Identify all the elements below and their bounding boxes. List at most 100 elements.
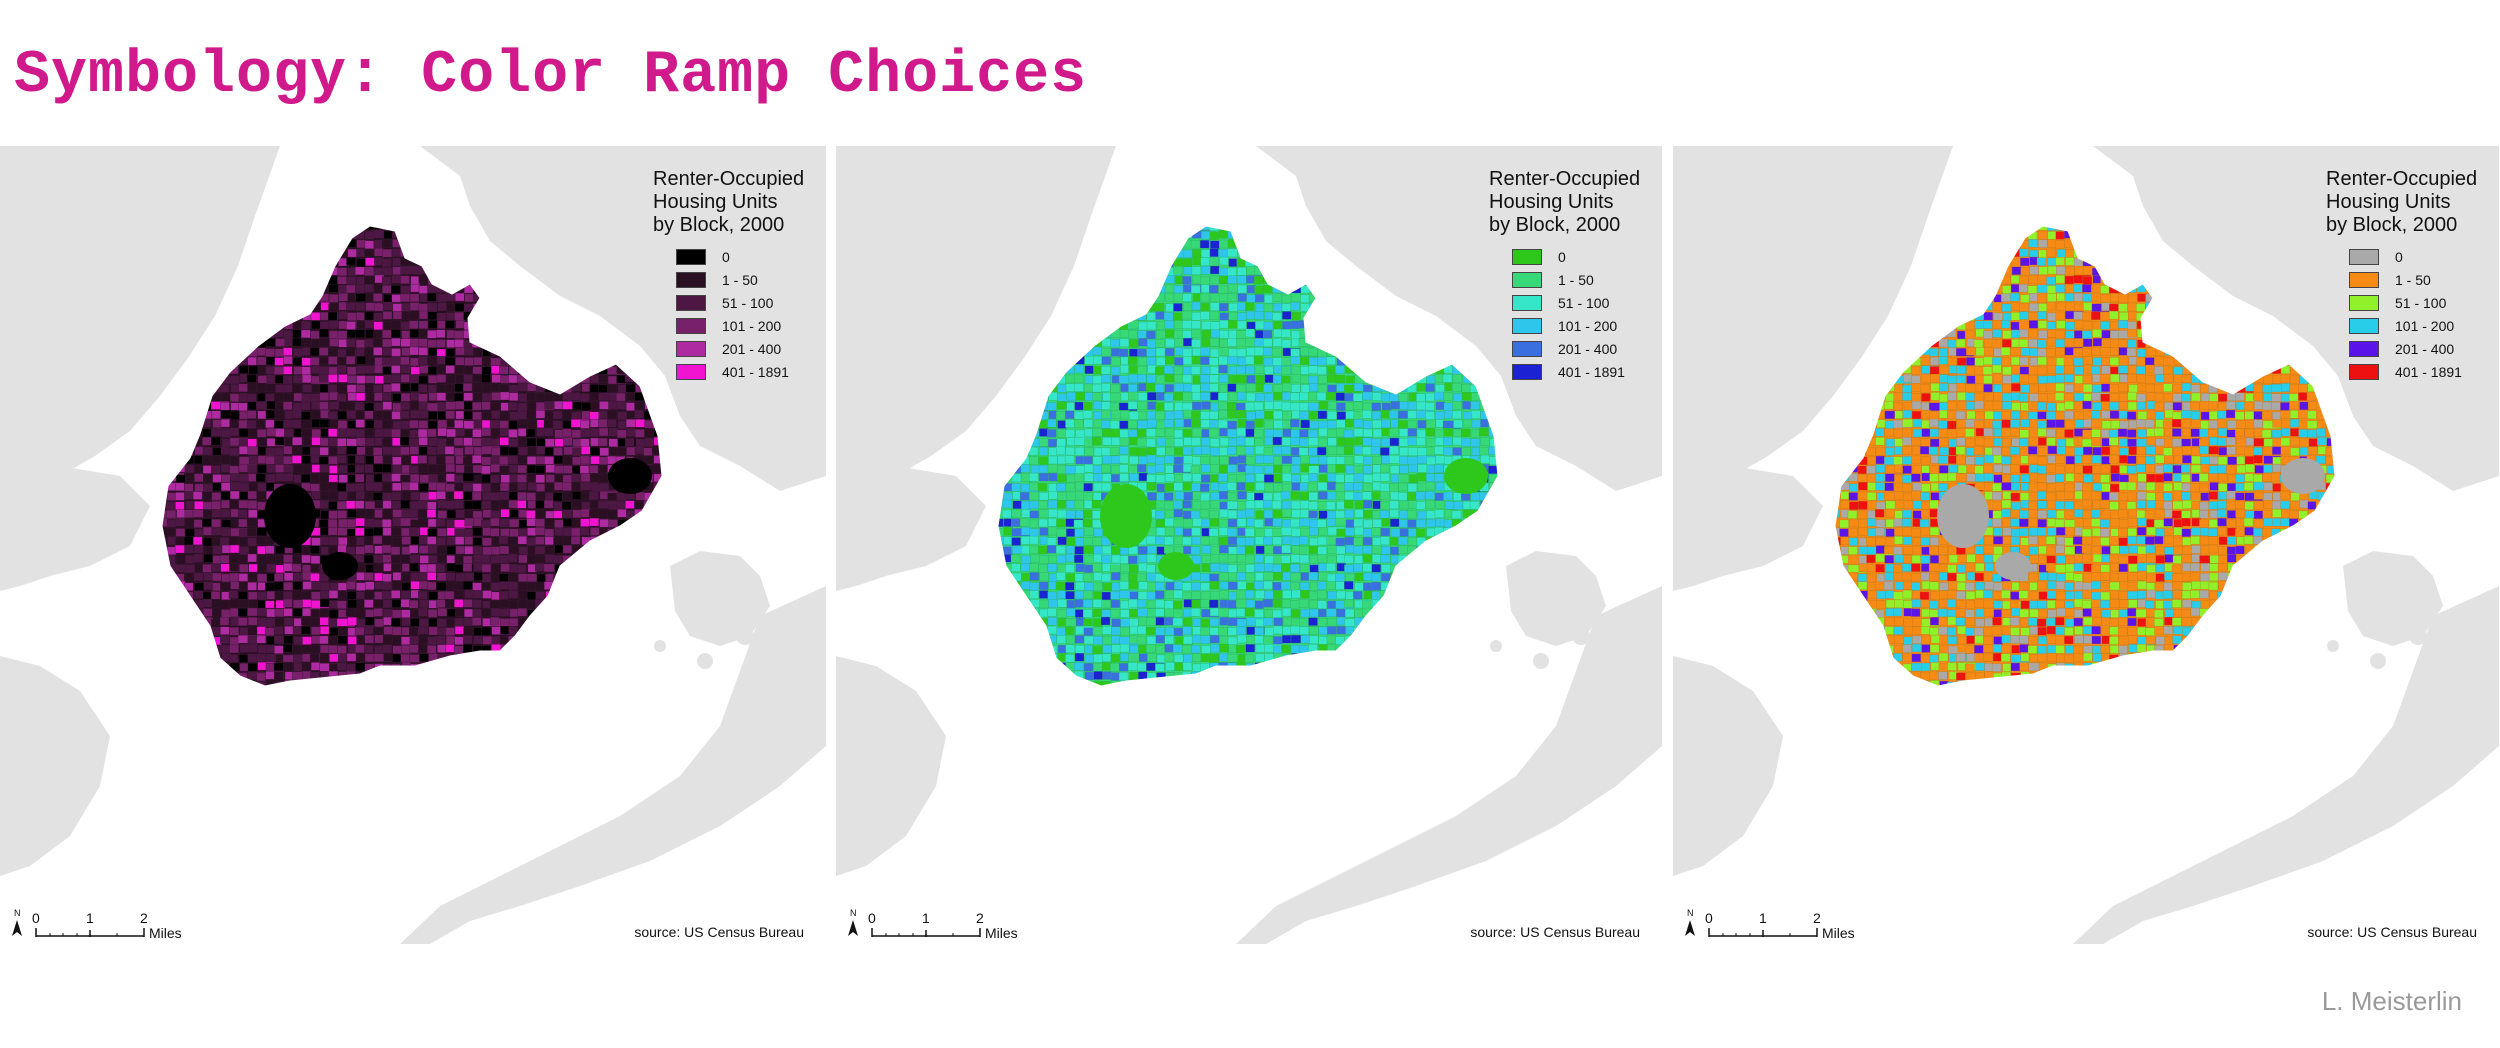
- north-arrow-icon: [848, 920, 858, 936]
- legend-item: 1 - 50: [1512, 268, 1659, 291]
- legend-swatch: [1512, 294, 1542, 311]
- scale-bar-graphic: [848, 920, 981, 937]
- legend-item: 51 - 100: [676, 291, 823, 314]
- map-panel-purple[interactable]: Renter-Occupied Housing Units by Block, …: [0, 146, 826, 944]
- map-legend: Renter-Occupied Housing Units by Block, …: [1489, 168, 1659, 383]
- legend-label: 101 - 200: [1558, 317, 1618, 334]
- slide-title: Symbology: Color Ramp Choices: [14, 42, 1088, 110]
- map-panel-multicolor[interactable]: Renter-Occupied Housing Units by Block, …: [1673, 146, 2499, 944]
- legend-item: 51 - 100: [2349, 291, 2496, 314]
- scale-units: Miles: [985, 925, 1018, 941]
- legend-title-line: Housing Units: [653, 191, 778, 213]
- legend-items: 0 1 - 50 51 - 100 101 - 200 201 - 400 40…: [676, 245, 823, 383]
- legend-item: 101 - 200: [676, 314, 823, 337]
- scale-bar-graphic: [1685, 920, 1818, 937]
- legend-item: 1 - 50: [676, 268, 823, 291]
- scale-bar: N 0 1 2 Miles: [1683, 906, 1873, 940]
- legend-swatch: [2349, 294, 2379, 311]
- legend-label: 201 - 400: [1558, 340, 1618, 357]
- legend-items: 0 1 - 50 51 - 100 101 - 200 201 - 400 40…: [1512, 245, 1659, 383]
- legend-title: Renter-Occupied Housing Units by Block, …: [1489, 168, 1659, 237]
- legend-label: 401 - 1891: [2395, 363, 2462, 380]
- legend-swatch: [2349, 317, 2379, 334]
- legend-label: 101 - 200: [722, 317, 782, 334]
- scale-units: Miles: [149, 925, 182, 941]
- scale-label-0: 0: [868, 910, 876, 926]
- legend-title-line: Renter-Occupied: [1489, 168, 1641, 190]
- map-panel-green-blue[interactable]: Renter-Occupied Housing Units by Block, …: [836, 146, 1662, 944]
- legend-swatch: [676, 363, 706, 380]
- legend-title-line: Housing Units: [1489, 191, 1614, 213]
- legend-label: 1 - 50: [2395, 271, 2431, 288]
- legend-label: 1 - 50: [722, 271, 758, 288]
- scale-bar-graphic: [12, 920, 145, 937]
- scale-label-2: 2: [140, 910, 148, 926]
- north-arrow-label: N: [1687, 908, 1694, 918]
- legend-label: 401 - 1891: [1558, 363, 1625, 380]
- legend-swatch: [1512, 271, 1542, 288]
- legend-label: 0: [722, 248, 730, 265]
- legend-item: 0: [2349, 245, 2496, 268]
- legend-swatch: [676, 317, 706, 334]
- scale-bar: N 0 1 2 Miles: [846, 906, 1036, 940]
- source-credit: source: US Census Bureau: [2307, 924, 2477, 940]
- map-legend: Renter-Occupied Housing Units by Block, …: [2326, 168, 2496, 383]
- legend-swatch: [1512, 363, 1542, 380]
- legend-swatch: [1512, 317, 1542, 334]
- north-arrow-label: N: [14, 908, 21, 918]
- map-canvas[interactable]: [836, 146, 1662, 944]
- north-arrow-icon: [12, 920, 22, 936]
- legend-item: 101 - 200: [2349, 314, 2496, 337]
- legend-swatch: [2349, 271, 2379, 288]
- legend-item: 401 - 1891: [1512, 360, 1659, 383]
- legend-label: 101 - 200: [2395, 317, 2455, 334]
- legend-swatch: [676, 271, 706, 288]
- legend-item: 401 - 1891: [2349, 360, 2496, 383]
- legend-swatch: [2349, 248, 2379, 265]
- map-legend: Renter-Occupied Housing Units by Block, …: [653, 168, 823, 383]
- legend-item: 0: [1512, 245, 1659, 268]
- legend-item: 101 - 200: [1512, 314, 1659, 337]
- legend-title-line: Housing Units: [2326, 191, 2451, 213]
- legend-title-line: by Block, 2000: [2326, 214, 2458, 236]
- legend-item: 201 - 400: [1512, 337, 1659, 360]
- legend-swatch: [676, 294, 706, 311]
- legend-item: 1 - 50: [2349, 268, 2496, 291]
- legend-label: 201 - 400: [722, 340, 782, 357]
- legend-label: 1 - 50: [1558, 271, 1594, 288]
- legend-label: 401 - 1891: [722, 363, 789, 380]
- legend-item: 201 - 400: [676, 337, 823, 360]
- north-arrow-label: N: [850, 908, 857, 918]
- north-arrow-icon: [1685, 920, 1695, 936]
- legend-title-line: by Block, 2000: [1489, 214, 1621, 236]
- legend-title: Renter-Occupied Housing Units by Block, …: [653, 168, 823, 237]
- source-credit: source: US Census Bureau: [1470, 924, 1640, 940]
- scale-label-0: 0: [32, 910, 40, 926]
- legend-swatch: [676, 340, 706, 357]
- legend-title-line: Renter-Occupied: [2326, 168, 2478, 190]
- scale-label-1: 1: [922, 910, 930, 926]
- legend-label: 201 - 400: [2395, 340, 2455, 357]
- source-credit: source: US Census Bureau: [634, 924, 804, 940]
- legend-title-line: by Block, 2000: [653, 214, 785, 236]
- legend-label: 51 - 100: [722, 294, 774, 311]
- scale-label-1: 1: [86, 910, 94, 926]
- legend-label: 51 - 100: [1558, 294, 1610, 311]
- scale-label-2: 2: [1813, 910, 1821, 926]
- author-credit: L. Meisterlin: [2321, 986, 2462, 1016]
- legend-swatch: [676, 248, 706, 265]
- scale-label-1: 1: [1759, 910, 1767, 926]
- legend-item: 51 - 100: [1512, 291, 1659, 314]
- scale-units: Miles: [1822, 925, 1855, 941]
- legend-label: 51 - 100: [2395, 294, 2447, 311]
- legend-item: 401 - 1891: [676, 360, 823, 383]
- legend-item: 201 - 400: [2349, 337, 2496, 360]
- legend-swatch: [2349, 340, 2379, 357]
- legend-title: Renter-Occupied Housing Units by Block, …: [2326, 168, 2496, 237]
- scale-label-2: 2: [976, 910, 984, 926]
- legend-swatch: [2349, 363, 2379, 380]
- legend-label: 0: [2395, 248, 2403, 265]
- legend-swatch: [1512, 248, 1542, 265]
- legend-items: 0 1 - 50 51 - 100 101 - 200 201 - 400 40…: [2349, 245, 2496, 383]
- legend-title-line: Renter-Occupied: [653, 168, 805, 190]
